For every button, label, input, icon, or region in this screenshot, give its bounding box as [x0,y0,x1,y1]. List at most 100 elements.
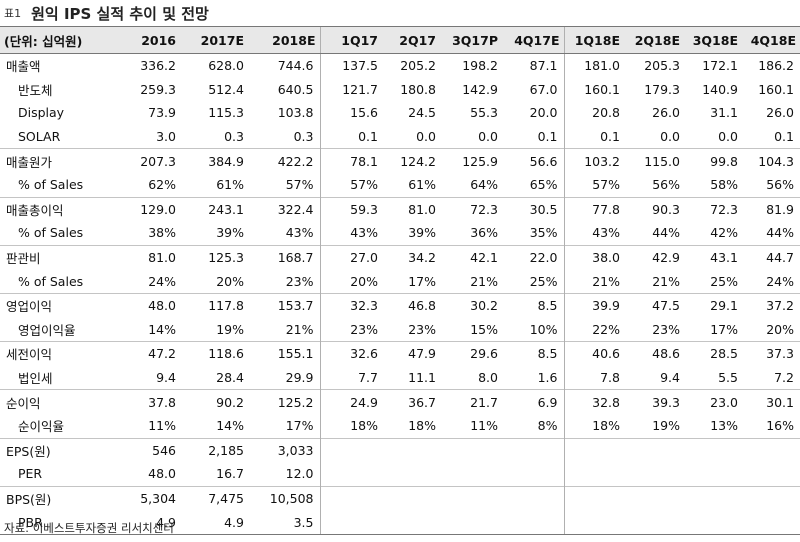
table-cell: 28.5 [684,341,742,366]
table-cell: 29.6 [440,341,502,366]
financial-table: (단위: 십억원) 2016 2017E 2018E 1Q17 2Q17 3Q17P 4Q17… [0,26,800,535]
table-cell: 103.8 [277,105,314,121]
table-cell [684,510,742,535]
table-row: 영업이익율 14% 19% 21% 23% 23% 15% 10% 22% 23% 17% 20% [0,317,800,342]
row-label: 매출원가 [0,148,112,173]
table-cell: 32.8 [563,389,624,414]
table-cell: 10,508 [248,485,320,511]
table-cell: 640.5 [277,81,314,97]
row-label: SOLAR [18,129,61,145]
table-row: 반도체 259.3 512.4 640.5 121.7 180.8 142.9 67.0 160… [0,77,800,102]
table-cell: 11% [470,418,498,434]
table-row: Display 73.9 115.3 103.8 15.6 24.5 55.3 20.0 20.… [0,101,800,125]
table-row: SOLAR 3.0 0.3 0.3 0.1 0.0 0.0 0.1 0.1 0.0 0.0 0.1 [0,124,800,149]
table-cell [382,510,440,535]
table-cell: 32.3 [319,292,382,318]
table-cell: 24% [766,273,794,289]
source-note: 자료: 이베스트투자증권 리서치센터 [4,521,174,535]
table-cell [563,485,624,511]
table-cell: 336.2 [140,58,176,74]
table-cell: 13% [710,418,738,434]
table-cell: 8.5 [502,341,564,366]
table-cell [502,510,564,535]
table-cell: 243.1 [180,196,248,222]
table-cell: 259.3 [140,81,176,97]
table-cell: 142.9 [462,81,498,97]
table-title: 표1 원익 IPS 실적 추이 및 전망 [4,2,209,24]
table-cell: 47.9 [382,341,440,366]
table-cell: 0.1 [319,124,382,149]
table-cell: 179.3 [644,81,680,97]
header-period: 2Q18E [624,26,684,54]
table-cell [563,510,624,535]
table-cell [684,485,742,511]
table-cell: 61% [408,177,436,193]
header-period: 1Q18E [563,26,624,54]
table-cell: 0.3 [224,129,244,145]
table-cell: 7.7 [319,365,382,390]
table-cell: 0.1 [537,129,558,145]
table-cell: 28.4 [216,370,244,386]
table-cell: 18% [319,413,382,438]
table-cell: 21% [563,269,624,294]
table-cell: 16% [766,418,794,434]
table-cell: 8% [537,418,558,434]
table-row: 법인세 9.4 28.4 29.9 7.7 11.1 8.0 1.6 7.8 9.4 5.5 7.2 [0,365,800,390]
table-cell: 137.5 [319,53,382,78]
table-cell: 21% [470,273,498,289]
table-cell: 0.0 [478,129,498,145]
table-cell: 23% [319,317,382,342]
table-cell: 23.0 [684,389,742,414]
row-label: 법인세 [18,371,53,387]
table-cell: 0.1 [774,129,794,145]
table-cell: 3.0 [156,129,176,145]
table-row: PER 48.0 16.7 12.0 [0,462,800,487]
table-row: 매출액 336.2 628.0 744.6 137.5 205.2 198.2 87.1 181… [0,53,800,78]
table-cell: 8.0 [478,370,498,386]
table-cell: 56.6 [502,148,564,173]
row-label: 매출총이익 [0,196,112,222]
row-label: 반도체 [18,82,53,98]
table-cell: 87.1 [529,58,558,74]
table-cell: 20% [216,273,244,289]
row-label: % of Sales [18,177,84,193]
table-cell: 0.0 [660,129,680,145]
table-cell: 6.9 [502,389,564,414]
table-cell: 39% [408,225,436,241]
table-cell: 1.6 [537,370,558,386]
table-cell: 65% [529,177,558,193]
table-cell: 0.0 [416,129,436,145]
header-period: 4Q18E [742,26,800,54]
table-cell: 30.2 [440,292,502,318]
header-period: 2018E [248,26,320,54]
table-cell [563,462,624,487]
table-cell: 3.5 [248,510,320,535]
table-cell: 72.3 [440,196,502,222]
table-cell: 58% [710,177,738,193]
table-cell: 26.0 [652,105,680,121]
table-cell: 20% [319,269,382,294]
table-cell: 5.5 [718,370,738,386]
table-cell: 43% [285,225,314,241]
table-cell: 16.7 [216,466,244,482]
table-cell: 44.7 [742,244,800,270]
row-label: % of Sales [18,225,84,241]
table-cell: 4.9 [112,510,180,535]
table-cell: 20.0 [529,105,558,121]
table-cell: 18% [408,418,436,434]
table-cell: 24.9 [319,389,382,414]
table-cell: 44% [766,225,794,241]
table-cell: 422.2 [248,148,320,173]
table-cell: 181.0 [563,53,624,78]
table-cell: 43.1 [684,244,742,270]
table-cell: 153.7 [248,292,320,318]
table-cell [742,485,800,511]
table-cell [624,462,684,486]
table-cell: 23% [652,321,680,337]
table-cell: 81.9 [742,196,800,222]
table-cell [742,510,800,535]
header-period: 2017E [180,26,248,54]
table-cell: 118.6 [180,341,248,366]
table-cell: 205.2 [400,58,436,74]
table-row: 판관비 81.0 125.3 168.7 27.0 34.2 42.1 22.0 38.0 42.… [0,244,800,270]
